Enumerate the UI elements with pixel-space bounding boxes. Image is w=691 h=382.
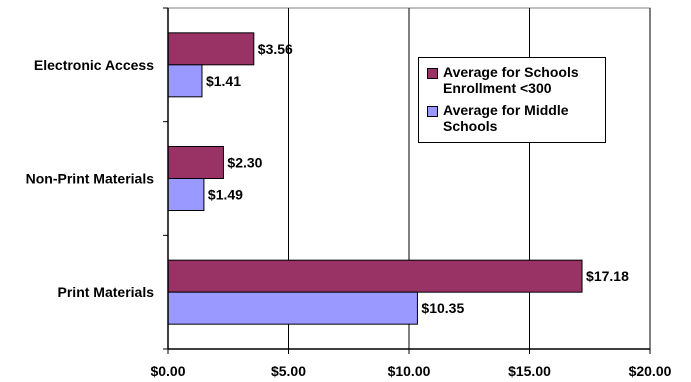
bar-non-print-materials-series-2	[167, 178, 205, 211]
x-tick-label-2: $10.00	[388, 363, 431, 379]
bar-electronic-access-series-1	[167, 32, 255, 66]
x-tick-label-3: $15.00	[508, 363, 551, 379]
data-labels: $3.56 $1.41 $2.30 $1.49 $17.18 $10.35	[206, 41, 629, 316]
x-tick-label-1: $5.00	[271, 363, 306, 379]
legend-item-series-1: Average for Schools Enrollment <300	[427, 64, 599, 96]
legend-item-series-2: Average for Middle Schools	[427, 102, 599, 134]
data-label-electronic-access-series-1: $3.56	[258, 41, 293, 57]
category-label-2: Non-Print Materials	[26, 171, 155, 187]
category-label-1: Electronic Access	[34, 57, 154, 73]
legend-swatch-series-2	[427, 106, 438, 117]
bar-electronic-access-series-2	[167, 64, 203, 98]
data-label-non-print-materials-series-1: $2.30	[227, 155, 262, 171]
data-label-non-print-materials-series-2: $1.49	[208, 187, 243, 203]
x-tick-label-4: $20.00	[629, 363, 672, 379]
legend-label-series-1: Average for Schools Enrollment <300	[443, 64, 579, 96]
legend-label-series-2: Average for Middle Schools	[443, 102, 569, 134]
category-label-3: Print Materials	[58, 284, 155, 300]
bar-non-print-materials-series-1	[167, 146, 224, 179]
category-labels: Electronic Access Non-Print Materials Prin…	[26, 57, 155, 300]
tick-labels: $0.00 $5.00 $10.00 $15.00 $20.00	[150, 363, 671, 379]
axes	[163, 7, 651, 354]
legend: Average for Schools Enrollment <300 Aver…	[418, 57, 606, 143]
bars	[167, 32, 583, 325]
data-label-print-materials-series-2: $10.35	[421, 300, 464, 316]
data-label-electronic-access-series-2: $1.41	[206, 73, 241, 89]
x-tick-label-0: $0.00	[150, 363, 185, 379]
data-label-print-materials-series-1: $17.18	[586, 268, 629, 284]
bar-print-materials-series-1	[167, 259, 583, 293]
legend-swatch-series-1	[427, 68, 438, 79]
bar-print-materials-series-2	[167, 291, 418, 325]
